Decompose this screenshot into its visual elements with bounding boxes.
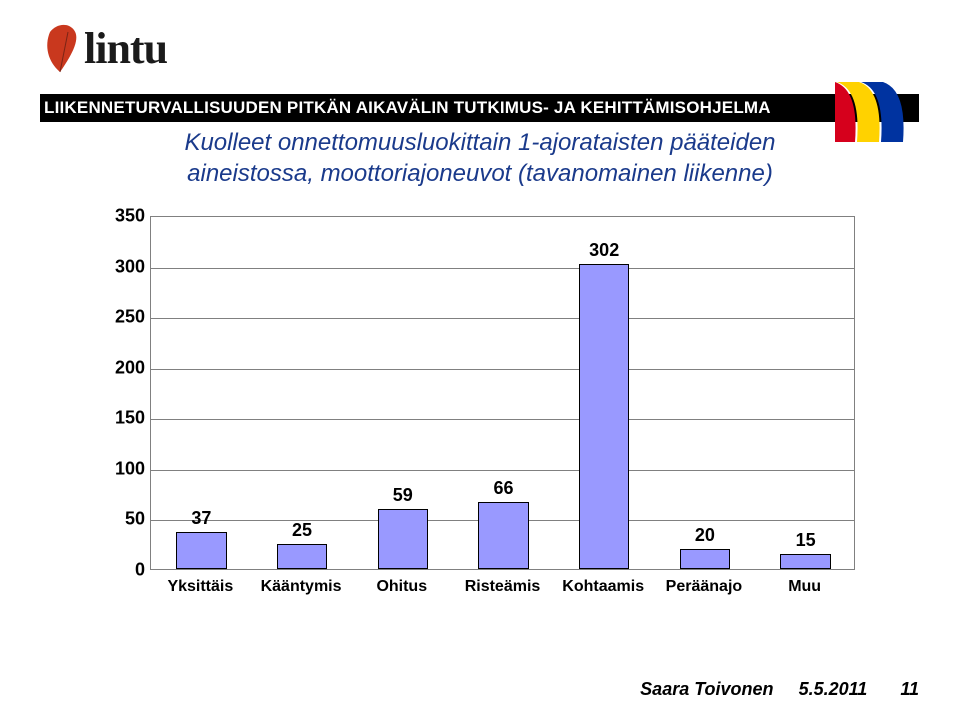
x-tick-label: Kääntymis [251, 578, 351, 596]
bar-value-label: 37 [176, 508, 226, 529]
bar-rect [277, 544, 327, 569]
plot-area: 37 25 59 66 302 20 15 [150, 216, 855, 570]
bar-value-label: 302 [579, 240, 629, 261]
brand-logo: lintu [40, 22, 167, 74]
bar-rect [680, 549, 730, 569]
bar: 59 [378, 509, 428, 569]
chart-title: Kuolleet onnettomuusluokittain 1-ajorata… [130, 128, 830, 189]
bar-value-label: 20 [680, 525, 730, 546]
x-tick-label: Yksittäis [150, 578, 250, 596]
bar-rect [176, 532, 226, 569]
y-tick-label: 350 [95, 206, 145, 227]
footer: Saara Toivonen 5.5.2011 11 [0, 679, 919, 700]
title-line-2: aineistossa, moottoriajoneuvot (tavanoma… [187, 160, 773, 187]
bar-value-label: 59 [378, 485, 428, 506]
leaf-icon [40, 22, 82, 74]
bar: 66 [478, 502, 528, 569]
y-tick-label: 150 [95, 408, 145, 429]
y-tick-label: 100 [95, 458, 145, 479]
header-rule: LIIKENNETURVALLISUUDEN PITKÄN AIKAVÄLIN … [40, 94, 919, 122]
footer-date: 5.5.2011 [799, 679, 868, 699]
title-line-1: Kuolleet onnettomuusluokittain 1-ajorata… [184, 129, 775, 156]
x-tick-label: Peräänajo [654, 578, 754, 596]
slide: lintu LIIKENNETURVALLISUUDEN PITKÄN AIKA… [0, 0, 959, 718]
bar-rect [478, 502, 528, 569]
x-tick-label: Ohitus [352, 578, 452, 596]
bar: 37 [176, 532, 226, 569]
bar-rect [378, 509, 428, 569]
bar-rect [579, 264, 629, 569]
bar-value-label: 66 [478, 478, 528, 499]
y-tick-label: 200 [95, 357, 145, 378]
bar-chart: 37 25 59 66 302 20 15 YksittäisKääntymisOhitus… [95, 210, 865, 610]
bar: 25 [277, 544, 327, 569]
bar: 302 [579, 264, 629, 569]
flag-icon [833, 82, 919, 142]
x-tick-label: Risteämis [453, 578, 553, 596]
y-tick-label: 300 [95, 256, 145, 277]
brand-word: lintu [84, 23, 167, 74]
footer-author: Saara Toivonen [640, 679, 773, 699]
page-number: 11 [900, 679, 919, 699]
x-tick-label: Muu [755, 578, 855, 596]
bar-rect [780, 554, 830, 569]
header-rule-text: LIIKENNETURVALLISUUDEN PITKÄN AIKAVÄLIN … [40, 98, 771, 118]
bar: 20 [680, 549, 730, 569]
y-tick-label: 0 [95, 560, 145, 581]
y-tick-label: 50 [95, 509, 145, 530]
bar-value-label: 25 [277, 520, 327, 541]
bar: 15 [780, 554, 830, 569]
x-tick-label: Kohtaamis [553, 578, 653, 596]
y-tick-label: 250 [95, 307, 145, 328]
bar-value-label: 15 [780, 530, 830, 551]
